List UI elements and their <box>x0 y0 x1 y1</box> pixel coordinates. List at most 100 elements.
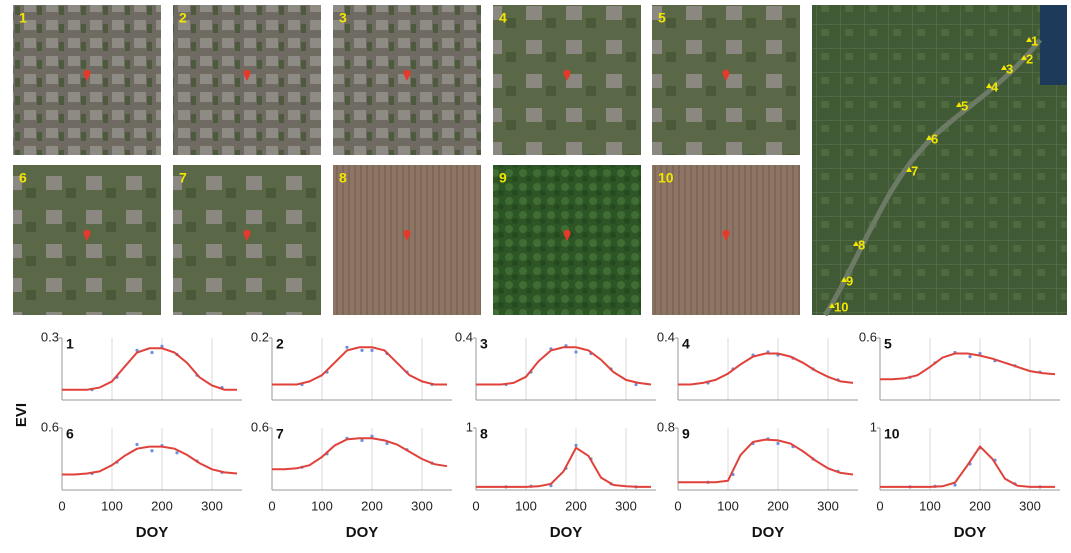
chart-title: 6 <box>66 426 74 442</box>
map-marker <box>853 241 859 246</box>
location-pin <box>722 229 730 241</box>
chart-title: 3 <box>480 336 488 352</box>
fitted-curve <box>476 446 651 488</box>
map-marker <box>1001 65 1007 70</box>
x-tick-label: 200 <box>151 498 173 513</box>
map-label: 1 <box>1031 33 1038 48</box>
observation-point <box>953 483 957 487</box>
image-label: 4 <box>499 10 507 26</box>
location-pin <box>243 69 251 81</box>
location-pin <box>563 229 571 241</box>
x-tick-label: 200 <box>969 498 991 513</box>
image-label: 1 <box>19 10 27 26</box>
observation-point <box>574 443 578 447</box>
x-axis-label: DOY <box>954 524 987 541</box>
map-label: 10 <box>834 299 848 314</box>
observation-point <box>574 350 578 354</box>
observation-point <box>150 449 154 453</box>
image-label: 8 <box>339 170 347 186</box>
x-tick-label: 0 <box>268 498 275 513</box>
map-marker <box>1021 55 1027 60</box>
image-label: 2 <box>179 10 187 26</box>
y-tick-label: 1 <box>466 419 473 434</box>
fitted-curve <box>880 352 1056 381</box>
map-label: 2 <box>1026 51 1033 66</box>
fitted-curve <box>272 437 448 471</box>
map-marker <box>1026 37 1032 42</box>
location-pin <box>83 69 91 81</box>
observation-point <box>968 355 972 359</box>
x-tick-label: 100 <box>311 498 333 513</box>
chart-title: 9 <box>682 426 690 442</box>
map-marker <box>841 277 847 282</box>
image-label: 3 <box>339 10 347 26</box>
x-axis-label: DOY <box>752 524 785 541</box>
y-tick-label: 0.6 <box>251 419 269 434</box>
image-label: 7 <box>179 170 187 186</box>
map-label: 5 <box>961 98 968 113</box>
image-label: 10 <box>658 170 674 186</box>
chart-title: 8 <box>480 426 488 442</box>
map-label: 3 <box>1006 61 1013 76</box>
y-tick-label: 0.2 <box>251 329 269 344</box>
fitted-curve <box>272 346 447 386</box>
fitted-curve <box>678 352 854 386</box>
x-tick-label: 100 <box>919 498 941 513</box>
x-tick-label: 200 <box>565 498 587 513</box>
observation-point <box>160 344 164 348</box>
fitted-curve <box>678 438 854 484</box>
map-label: 4 <box>991 79 999 94</box>
lake <box>1040 5 1067 85</box>
fitted-curve <box>880 445 1055 488</box>
fitted-curve <box>62 347 237 391</box>
location-pin <box>563 69 571 81</box>
fitted-curve <box>476 346 652 386</box>
chart-title: 7 <box>276 426 284 442</box>
map-label: 9 <box>846 273 853 288</box>
x-tick-label: 100 <box>101 498 123 513</box>
fitted-curve <box>62 445 238 476</box>
x-tick-label: 300 <box>1019 498 1041 513</box>
x-tick-label: 0 <box>58 498 65 513</box>
chart-title: 4 <box>682 336 690 352</box>
chart-title: 10 <box>884 426 900 442</box>
map-label: 8 <box>858 237 865 252</box>
y-tick-label: 0.6 <box>859 329 877 344</box>
chart-title: 2 <box>276 336 284 352</box>
observation-point <box>370 348 374 352</box>
map-marker <box>986 83 992 88</box>
chart-title: 5 <box>884 336 892 352</box>
y-tick-label: 0.4 <box>657 329 675 344</box>
location-pin <box>83 229 91 241</box>
observation-point <box>135 442 139 447</box>
map-marker <box>956 102 962 107</box>
y-tick-label: 1 <box>870 419 877 434</box>
x-tick-label: 300 <box>817 498 839 513</box>
x-tick-label: 100 <box>515 498 537 513</box>
x-axis-label: DOY <box>136 524 169 541</box>
y-tick-label: 0.4 <box>455 329 473 344</box>
observation-point <box>360 348 364 352</box>
x-axis-label: DOY <box>346 524 379 541</box>
x-tick-label: 0 <box>876 498 883 513</box>
image-label: 6 <box>19 170 27 186</box>
observation-point <box>385 441 389 446</box>
map-marker <box>906 167 912 172</box>
y-tick-label: 0.8 <box>657 419 675 434</box>
map-marker <box>926 135 932 140</box>
observation-point <box>634 382 638 387</box>
location-pin <box>722 69 730 81</box>
observation-point <box>175 451 179 455</box>
x-axis-label: DOY <box>550 524 583 541</box>
image-tiles: 1 2 3 4 5 6 7 8 9 10 <box>13 5 800 315</box>
x-tick-label: 200 <box>767 498 789 513</box>
chart-title: 1 <box>66 336 74 352</box>
y-axis-label: EVI <box>13 403 30 427</box>
image-label: 5 <box>658 10 666 26</box>
image-label: 9 <box>499 170 507 186</box>
observation-point <box>150 350 154 355</box>
location-pin <box>403 69 411 81</box>
